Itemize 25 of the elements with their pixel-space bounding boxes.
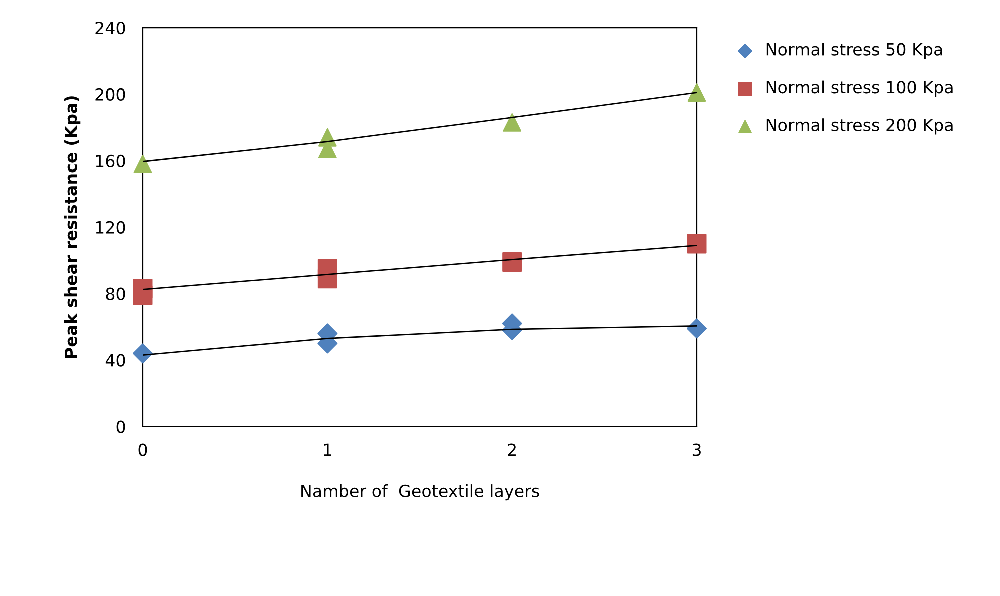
y-axis-title: Peak shear resistance (Kpa): [64, 96, 81, 358]
y-tick-label: 160: [96, 154, 126, 168]
point: [686, 318, 708, 339]
point: [688, 84, 706, 102]
x-axis-title: Namber of Geotextile layers: [302, 484, 540, 501]
point: [318, 269, 338, 289]
point: [503, 114, 522, 132]
y-tick-label: 200: [96, 88, 126, 102]
x-tick-label: 3: [692, 444, 701, 456]
y-tick-label: 40: [106, 354, 126, 367]
point: [687, 234, 707, 254]
point: [132, 344, 154, 364]
point: [502, 252, 522, 272]
legend-label: Normal stress 50 Kpa: [766, 43, 942, 60]
point: [134, 155, 152, 174]
x-tick-label: 0: [138, 444, 148, 456]
legend-label: Normal stress 100 Kpa: [766, 80, 953, 97]
y-tick-label: 240: [96, 22, 126, 35]
y-tick-label: 0: [116, 420, 126, 434]
point: [133, 286, 153, 306]
x-tick-label: 2: [508, 444, 516, 456]
x-tick-label: 1: [324, 444, 332, 456]
y-tick-label: 120: [96, 221, 126, 234]
y-tick-label: 80: [106, 288, 126, 300]
legend-label: Normal stress 200 Kpa: [766, 118, 953, 135]
